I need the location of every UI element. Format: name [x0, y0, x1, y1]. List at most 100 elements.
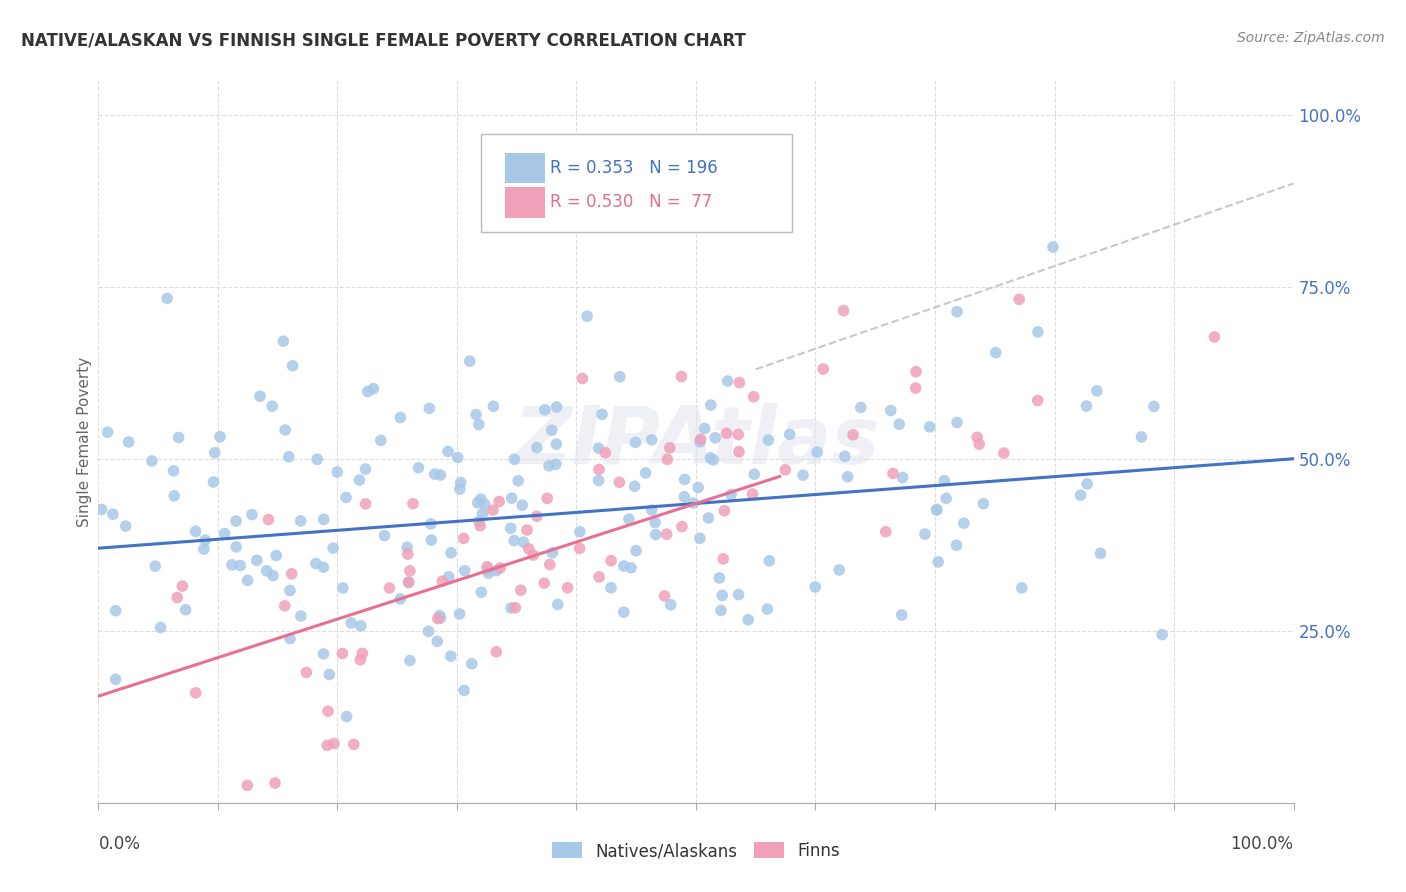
Point — [697, 511, 720, 525]
Point — [184, 686, 207, 700]
Point — [717, 374, 740, 388]
Point — [953, 516, 976, 530]
Point — [1076, 476, 1098, 491]
Point — [90, 502, 112, 516]
Point — [792, 468, 814, 483]
Point — [290, 609, 312, 624]
Point — [728, 444, 751, 458]
Point — [1076, 399, 1098, 413]
Point — [693, 421, 716, 435]
Point — [702, 452, 724, 467]
Point — [716, 426, 738, 441]
Point — [758, 554, 780, 568]
FancyBboxPatch shape — [481, 135, 792, 232]
Point — [501, 491, 523, 505]
Point — [271, 334, 294, 349]
Point — [166, 591, 188, 605]
Point — [728, 376, 751, 390]
Point — [568, 541, 591, 556]
Point — [1090, 546, 1112, 560]
Point — [966, 430, 988, 444]
Point — [167, 430, 190, 444]
Point — [925, 503, 948, 517]
Point — [710, 603, 733, 617]
Point — [641, 503, 664, 517]
Point — [322, 541, 344, 555]
Point — [352, 646, 374, 660]
Point — [536, 491, 558, 506]
Point — [741, 487, 763, 501]
Point — [699, 450, 721, 465]
Point — [429, 468, 451, 483]
Point — [470, 585, 492, 599]
Text: 100.0%: 100.0% — [1230, 835, 1294, 854]
Point — [1026, 393, 1049, 408]
Point — [641, 433, 664, 447]
Point — [236, 779, 259, 793]
Point — [889, 417, 911, 432]
Point — [318, 667, 340, 681]
Point — [1070, 488, 1092, 502]
Point — [370, 434, 392, 448]
Point — [194, 533, 217, 547]
Point — [1152, 627, 1174, 641]
Point — [613, 605, 636, 619]
Point — [316, 704, 339, 718]
Point — [326, 465, 349, 479]
Point — [389, 410, 412, 425]
Point — [465, 408, 488, 422]
Point — [118, 434, 141, 449]
Point — [440, 649, 463, 664]
Point — [214, 526, 236, 541]
Point — [174, 603, 197, 617]
Point — [264, 776, 287, 790]
Point — [470, 518, 492, 533]
Point — [1042, 240, 1064, 254]
Point — [246, 553, 269, 567]
Point — [114, 519, 136, 533]
Point — [832, 303, 855, 318]
Point — [541, 546, 564, 560]
Point — [307, 452, 329, 467]
Point — [704, 431, 727, 445]
Point — [742, 467, 765, 482]
Point — [904, 365, 927, 379]
Point — [104, 604, 127, 618]
Point — [350, 619, 373, 633]
Point — [449, 607, 471, 621]
Point — [993, 446, 1015, 460]
Point — [274, 423, 297, 437]
Point — [101, 507, 124, 521]
Point — [837, 470, 859, 484]
Point — [673, 490, 696, 504]
Point — [208, 430, 231, 444]
Point — [538, 558, 561, 572]
Point — [806, 445, 828, 459]
Point — [727, 588, 749, 602]
FancyBboxPatch shape — [505, 153, 546, 183]
Point — [453, 683, 475, 698]
Point — [420, 533, 443, 548]
Point — [458, 354, 481, 368]
Point — [503, 452, 526, 467]
Point — [571, 371, 593, 385]
Point — [644, 516, 666, 530]
Point — [419, 516, 441, 531]
Point — [727, 427, 749, 442]
Point — [1143, 400, 1166, 414]
Point — [163, 489, 186, 503]
Point — [595, 446, 617, 460]
Point — [482, 400, 505, 414]
Point — [655, 527, 678, 541]
Point — [588, 441, 610, 455]
Point — [323, 737, 346, 751]
Point — [408, 460, 430, 475]
Point — [568, 524, 591, 539]
Point — [389, 591, 412, 606]
Point — [482, 503, 505, 517]
Point — [429, 608, 451, 623]
Point — [499, 600, 522, 615]
Point — [477, 566, 499, 580]
Point — [437, 570, 460, 584]
Point — [357, 384, 380, 399]
